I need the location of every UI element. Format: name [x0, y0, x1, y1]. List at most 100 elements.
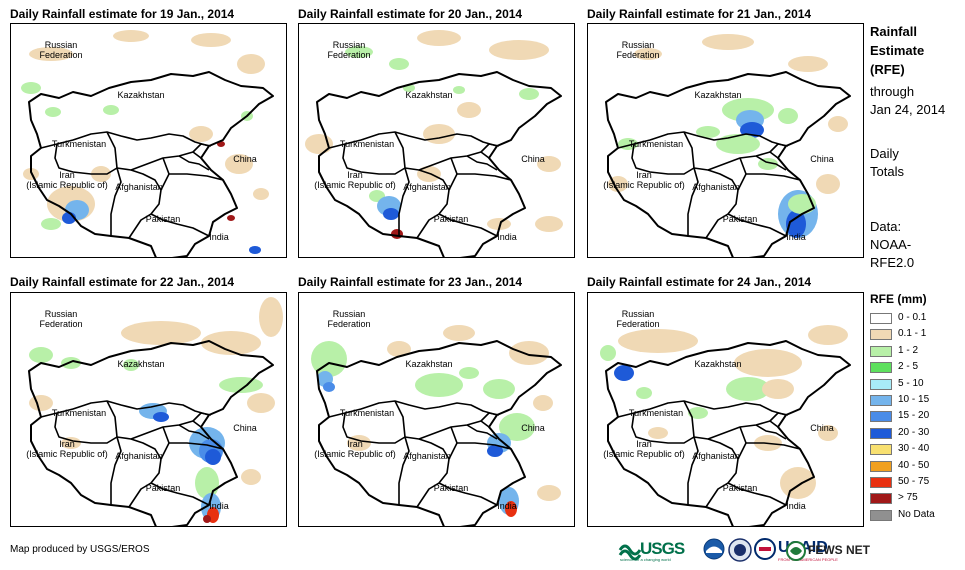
legend-swatch: [870, 411, 892, 423]
country-label-china: China: [521, 423, 545, 433]
commerce-seal-icon: [728, 538, 752, 562]
legend-label: 20 - 30: [898, 426, 930, 438]
legend-label: > 75: [898, 492, 918, 504]
country-border: [40, 400, 210, 418]
country-border: [418, 438, 450, 460]
country-label-pakistan: Pakistan: [145, 214, 181, 224]
region-outline: [28, 340, 274, 526]
panel-title-23: Daily Rainfall estimate for 23 Jan., 201…: [298, 275, 523, 289]
country-label-india: India: [209, 501, 229, 511]
country-label-russia: Russian Federation: [39, 309, 83, 329]
rainfall-area: [818, 425, 838, 441]
rainfall-area: [816, 174, 840, 194]
country-border: [687, 436, 699, 505]
country-label-china: China: [233, 154, 257, 164]
country-label-turkmenistan: Turkmenistan: [51, 139, 107, 149]
country-label-turkmenistan: Turkmenistan: [339, 408, 395, 418]
rainfall-area: [688, 407, 708, 419]
rainfall-area: [600, 345, 616, 361]
country-border: [457, 442, 512, 450]
rainfall-area: [762, 379, 794, 399]
legend-label: 40 - 50: [898, 459, 930, 471]
legend-label: 30 - 40: [898, 443, 930, 455]
legend-swatch: [870, 477, 892, 488]
country-border: [169, 173, 224, 181]
fewsnet-globe-icon: [786, 541, 806, 561]
legend-swatch: [870, 362, 892, 374]
country-border: [755, 155, 787, 171]
country-label-china: China: [233, 423, 257, 433]
country-border: [40, 131, 210, 149]
country-label-kazakhstan: Kazakhstan: [694, 359, 742, 369]
rainfall-area: [121, 321, 201, 345]
rainfall-area: [387, 341, 411, 357]
rainfall-area: [509, 341, 549, 365]
region-outline: [316, 71, 562, 257]
rainfall-area: [634, 48, 662, 60]
rainfall-area: [61, 437, 81, 449]
legend-swatch: [870, 345, 892, 357]
country-label-india: India: [786, 501, 806, 511]
panel-title-19: Daily Rainfall estimate for 19 Jan., 201…: [10, 7, 235, 21]
side-data-source: Data: NOAA- RFE2.0: [870, 218, 914, 272]
country-label-pakistan: Pakistan: [145, 483, 181, 493]
country-border: [150, 213, 210, 237]
legend-swatch: [870, 329, 892, 341]
usgs-logo-icon: [618, 544, 642, 561]
country-border: [130, 438, 162, 460]
country-border: [466, 424, 498, 440]
rainfall-area: [389, 58, 409, 70]
country-label-russia: Russian Federation: [616, 309, 660, 329]
rainfall-area: [237, 54, 265, 74]
country-label-turkmenistan: Turkmenistan: [51, 408, 107, 418]
legend-swatch: [870, 509, 892, 521]
rainfall-area: [489, 40, 549, 60]
country-border: [438, 213, 498, 237]
rainfall-area: [247, 393, 275, 413]
rainfall-area: [808, 325, 848, 345]
rainfall-area: [417, 30, 461, 46]
panel-title-21: Daily Rainfall estimate for 21 Jan., 201…: [587, 7, 812, 21]
rainfall-area: [443, 325, 475, 341]
country-border: [394, 400, 490, 440]
country-border: [617, 400, 787, 418]
rainfall-area: [778, 108, 798, 124]
map-canvas: [21, 30, 274, 257]
country-label-kazakhstan: Kazakhstan: [117, 90, 165, 100]
country-label-pakistan: Pakistan: [722, 483, 758, 493]
legend-swatch: [870, 313, 892, 324]
rainfall-area: [537, 485, 561, 501]
rainfall-area: [636, 387, 652, 399]
usaid-logo-tagline: FROM THE AMERICAN PEOPLE: [778, 557, 838, 562]
country-label-china: China: [521, 154, 545, 164]
country-border: [769, 412, 789, 422]
region-outline: [605, 340, 851, 526]
country-border: [128, 426, 170, 508]
country-border: [769, 143, 789, 153]
rainfall-area: [716, 134, 760, 154]
map-panel-24: Russian Federation Kazakhstan Turkmenistan I…: [587, 292, 864, 527]
country-border: [755, 424, 787, 440]
legend-label: 5 - 10: [898, 377, 924, 389]
side-title: Rainfall Estimate (RFE): [870, 22, 924, 79]
country-border: [169, 442, 224, 450]
country-border: [707, 169, 739, 191]
side-data-line3: RFE2.0: [870, 255, 915, 270]
country-border: [480, 143, 500, 153]
legend-label: 1 - 2: [898, 344, 919, 356]
country-label-russia: Russian Federation: [39, 40, 83, 60]
country-label-afghanistan: Afghanistan: [692, 451, 740, 461]
country-label-china: China: [810, 154, 834, 164]
country-border: [746, 173, 801, 181]
legend-label: 50 - 75: [898, 476, 930, 487]
country-border: [746, 442, 801, 450]
region-outline: [316, 340, 562, 526]
country-border: [631, 412, 695, 444]
country-border: [683, 400, 779, 440]
rainfall-area: [828, 116, 848, 132]
country-border: [457, 173, 512, 181]
country-border: [128, 157, 170, 239]
side-through-label: through: [870, 84, 915, 99]
country-border: [707, 438, 739, 460]
rainfall-area: [423, 124, 455, 144]
